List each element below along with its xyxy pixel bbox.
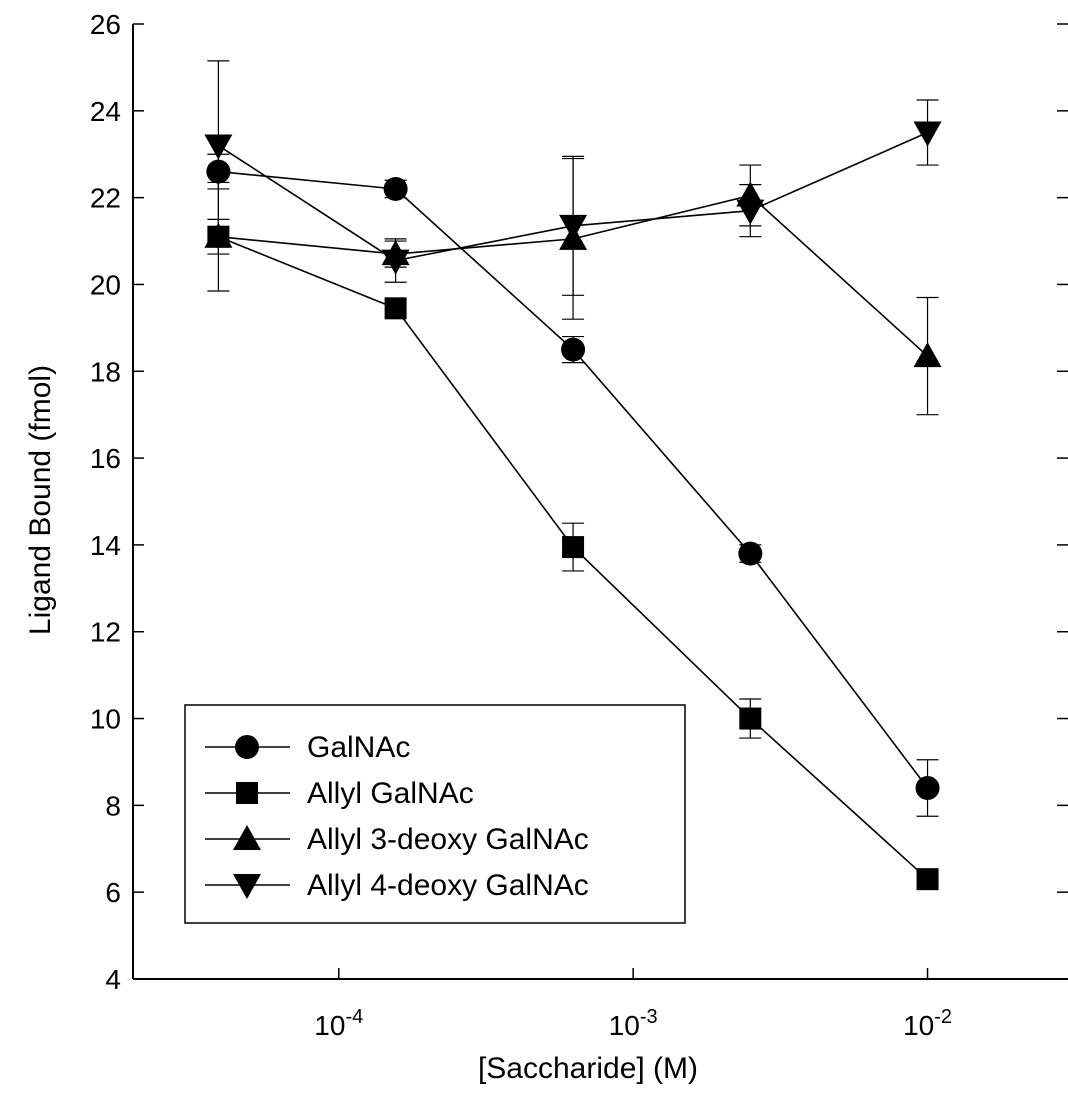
legend-label: Allyl GalNAc	[307, 777, 474, 810]
legend-marker-triangle-down	[233, 874, 261, 899]
circle-marker	[561, 337, 586, 362]
circle-marker	[235, 735, 259, 759]
y-axis-title: Ligand Bound (fmol)	[24, 365, 57, 635]
triangle-down-marker	[736, 199, 765, 225]
ticks: 4 6 8 10 12 14 16 18 20 22 24 26 10-4 10-3 10-2	[90, 9, 1068, 1041]
triangle-down-marker	[204, 134, 233, 160]
legend-box	[184, 704, 686, 924]
circle-marker	[383, 176, 408, 201]
legend-label: Allyl 4-deoxy GalNAc	[307, 869, 589, 902]
y-tick-label: 20	[90, 269, 121, 300]
square-marker	[384, 297, 407, 320]
y-tick-label: 12	[90, 617, 121, 648]
x-axis-title: [Saccharide] (M)	[478, 1052, 698, 1085]
series-3	[204, 60, 942, 296]
triangle-up-marker	[204, 222, 233, 248]
triangle-up-marker	[913, 342, 942, 368]
square-marker	[562, 536, 585, 559]
triangle-down-marker	[381, 249, 410, 275]
series-0	[206, 153, 940, 817]
axes	[132, 24, 1068, 980]
triangle-down-marker	[913, 121, 942, 147]
square-marker	[236, 782, 258, 804]
y-tick-label: 22	[90, 183, 121, 214]
triangle-down-marker	[233, 874, 261, 899]
y-tick-label: 18	[90, 356, 121, 387]
circle-marker	[915, 776, 940, 800]
series-layer	[204, 60, 942, 891]
triangle-up-marker	[233, 825, 261, 850]
y-tick-label: 6	[105, 877, 121, 908]
triangle-down-marker	[559, 214, 588, 240]
legend-entry-allyl-galnac: Allyl GalNAc	[205, 777, 474, 810]
y-tick-label: 8	[105, 790, 121, 821]
y-tick-label: 26	[90, 9, 121, 40]
legend-entry-allyl-3-deoxy-galnac: Allyl 3-deoxy GalNAc	[205, 823, 589, 856]
y-tick-label: 14	[90, 530, 121, 561]
y-tick-label: 24	[90, 96, 121, 127]
x-tick-label: 10-3	[609, 1006, 658, 1041]
legend-marker-triangle-up	[233, 825, 261, 850]
legend-label: GalNAc	[307, 731, 410, 764]
legend: GalNAc Allyl GalNAc Allyl 3-deoxy GalNAc…	[184, 704, 686, 924]
series-1	[207, 218, 939, 891]
x-tick-label: 10-4	[314, 1006, 363, 1041]
legend-entry-allyl-4-deoxy-galnac: Allyl 4-deoxy GalNAc	[205, 869, 589, 902]
circle-marker	[738, 541, 763, 566]
legend-marker-circle	[235, 735, 259, 759]
y-tick-label: 10	[90, 704, 121, 735]
y-tick-label: 4	[105, 964, 121, 995]
x-tick-label: 10-2	[903, 1006, 952, 1041]
square-marker	[916, 868, 939, 891]
y-tick-label: 16	[90, 443, 121, 474]
legend-label: Allyl 3-deoxy GalNAc	[307, 823, 589, 856]
legend-entry-galnac: GalNAc	[205, 731, 410, 764]
square-marker	[739, 707, 762, 730]
legend-marker-square	[236, 782, 258, 804]
